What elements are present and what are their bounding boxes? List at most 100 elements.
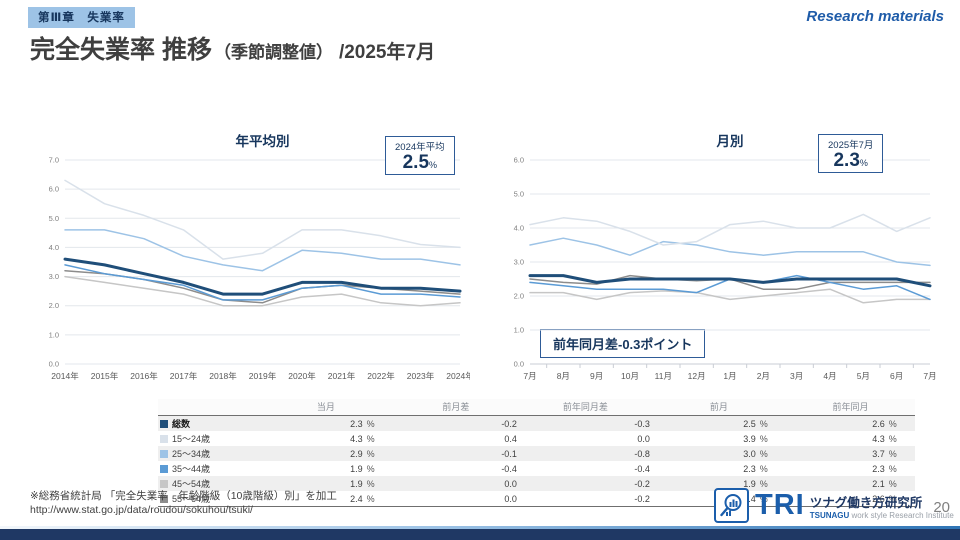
prev-year-unit: % <box>888 418 897 429</box>
current-unit: % <box>366 463 375 474</box>
svg-text:3.0: 3.0 <box>514 258 524 267</box>
monthly-chart-svg: 0.0 1.0 2.0 3.0 4.0 5.0 6.0 7月 8月 9月 10月 11月 12月 1月 2月… <box>514 156 937 382</box>
monthly-chart: 月別 2025年7月 2.3% 前年同月差-0.3ポイント 0.0 1.0 2.0 3… <box>500 128 940 394</box>
yoy-diff-value: -0.3 <box>634 418 650 429</box>
legend-swatch-icon <box>160 420 168 428</box>
legend-swatch-icon <box>160 480 168 488</box>
prev-month-value: 1.9 <box>743 478 756 489</box>
mom-diff-value: -0.2 <box>501 418 517 429</box>
current-value: 1.9 <box>350 478 363 489</box>
svg-text:2.0: 2.0 <box>49 301 59 310</box>
source-note: ※総務省統計局 「完全失業率 年齢階級（10歳階級）別」を加工 http://w… <box>30 489 337 517</box>
svg-text:1.0: 1.0 <box>514 326 524 335</box>
prev-year-unit: % <box>888 433 897 444</box>
header-mom-diff: 前月差 <box>392 399 519 416</box>
page-number: 20 <box>933 499 950 516</box>
svg-text:0.0: 0.0 <box>49 360 59 369</box>
yoy-diff-value: -0.2 <box>634 493 650 504</box>
svg-text:5.0: 5.0 <box>514 190 524 199</box>
svg-text:8月: 8月 <box>557 371 570 381</box>
prev-month-unit: % <box>759 448 768 459</box>
svg-text:7.0: 7.0 <box>49 156 59 165</box>
prev-month-value: 2.5 <box>743 418 756 429</box>
legend-swatch-icon <box>160 435 168 443</box>
annual-chart-title: 年平均別 <box>235 134 290 149</box>
bottom-gradient-line <box>0 526 960 529</box>
page-title-main: 完全失業率 推移 <box>30 36 212 64</box>
prev-year-unit: % <box>888 448 897 459</box>
yoy-diff-value: 0.0 <box>637 433 650 444</box>
prev-year-unit: % <box>888 493 897 504</box>
svg-text:2018年: 2018年 <box>209 371 237 381</box>
monthly-annotation-value: 2.3% <box>833 150 868 171</box>
svg-text:2015年: 2015年 <box>91 371 119 381</box>
age-group-label: 55～64歳 <box>158 491 259 507</box>
svg-text:3.0: 3.0 <box>49 272 59 281</box>
svg-text:3月: 3月 <box>790 371 803 381</box>
prev-month-value: 2.3 <box>743 463 756 474</box>
legend-swatch-icon <box>160 495 168 503</box>
prev-month-value: 2.4 <box>743 493 756 504</box>
age-group-label: 25～34歳 <box>158 446 259 461</box>
age-table-header: 当月 前月差 前年同月差 前月 前年同月 <box>158 399 915 416</box>
svg-text:2021年: 2021年 <box>328 371 356 381</box>
prev-month-unit: % <box>759 433 768 444</box>
monthly-annotation-label: 2025年7月 <box>828 140 874 151</box>
current-value: 2.9 <box>350 448 363 459</box>
svg-text:11月: 11月 <box>655 371 672 381</box>
yoy-diff-value: -0.2 <box>634 478 650 489</box>
svg-text:2023年: 2023年 <box>407 371 435 381</box>
age-group-label: 15～24歳 <box>158 431 259 446</box>
source-url[interactable]: http://www.stat.go.jp/data/roudou/sokuho… <box>30 504 253 517</box>
current-unit: % <box>366 478 375 489</box>
svg-text:6.0: 6.0 <box>49 185 59 194</box>
mom-diff-value: 0.0 <box>504 478 517 489</box>
logo-tri-text: TRI <box>755 489 805 522</box>
research-materials-watermark: Research materials <box>806 8 944 25</box>
header-current: 当月 <box>258 399 393 416</box>
yoy-difference-note: 前年同月差-0.3ポイント <box>540 329 706 358</box>
prev-year-value: 2.1 <box>872 478 885 489</box>
svg-text:5.0: 5.0 <box>49 214 59 223</box>
svg-text:2月: 2月 <box>757 371 770 381</box>
current-unit: % <box>366 448 375 459</box>
svg-text:7月: 7月 <box>523 371 536 381</box>
current-unit: % <box>366 493 375 504</box>
age-group-label: 35～44歳 <box>158 461 259 476</box>
source-line: ※総務省統計局 「完全失業率 年齢階級（10歳階級）別」を加工 <box>30 490 337 502</box>
page-title-suffix: /2025年7月 <box>338 42 436 63</box>
svg-text:6月: 6月 <box>890 371 903 381</box>
chapter-badge: 第Ⅲ章 失業率 <box>28 7 135 28</box>
monthly-chart-title: 月別 <box>716 134 744 149</box>
annual-average-chart: 年平均別 2024年平均 2.5% 0.0 1.0 2.0 3.0 4.0 5.0 6.0 7… <box>35 128 470 394</box>
yoy-diff-value: -0.8 <box>634 448 650 459</box>
svg-text:2024年: 2024年 <box>446 371 470 381</box>
age-table-row: 35～44歳 1.9% -0.4 -0.4 2.3% 2.3% <box>158 461 915 476</box>
current-value: 2.4 <box>350 493 363 504</box>
mom-diff-value: -0.4 <box>501 463 517 474</box>
age-breakdown-table: 当月 前月差 前年同月差 前月 前年同月 総数 2.3% -0.2 -0.3 2.5% 2… <box>158 399 915 507</box>
svg-text:2020年: 2020年 <box>288 371 316 381</box>
svg-text:9月: 9月 <box>590 371 603 381</box>
svg-text:7月: 7月 <box>923 371 936 381</box>
svg-text:2022年: 2022年 <box>367 371 395 381</box>
svg-text:2017年: 2017年 <box>170 371 198 381</box>
tri-logo: TRI ツナグ働き方研究所 TSUNAGU work style Researc… <box>714 488 954 523</box>
current-value: 4.3 <box>350 433 363 444</box>
bottom-navy-bar <box>0 529 960 540</box>
page-title: 完全失業率 推移 （季節調整値） /2025年7月 <box>30 30 435 66</box>
annual-chart-svg: 0.0 1.0 2.0 3.0 4.0 5.0 6.0 7.0 2014年 2015年 2016年 2… <box>49 156 470 382</box>
prev-month-unit: % <box>759 418 768 429</box>
yoy-diff-value: -0.4 <box>634 463 650 474</box>
logo-japanese-name: ツナグ働き方研究所 <box>809 495 923 510</box>
current-value: 1.9 <box>350 463 363 474</box>
header-prev-month: 前月 <box>651 399 786 416</box>
svg-text:10月: 10月 <box>621 371 639 381</box>
prev-year-value: 2.3 <box>872 463 885 474</box>
svg-text:5月: 5月 <box>857 371 870 381</box>
header-yoy-diff: 前年同月差 <box>518 399 652 416</box>
page-title-paren: （季節調整値） <box>213 43 333 62</box>
age-group-label: 45～54歳 <box>158 476 259 491</box>
svg-text:4月: 4月 <box>823 371 836 381</box>
